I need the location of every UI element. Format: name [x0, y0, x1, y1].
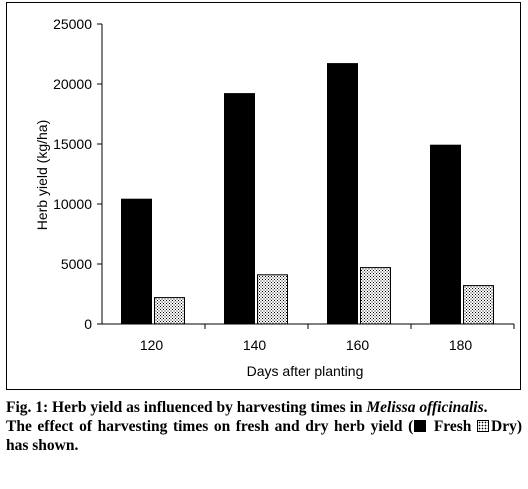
figure-title-period: .: [483, 399, 488, 416]
figure-title: Fig. 1: Herb yield as influenced by harv…: [6, 398, 522, 417]
chart-frame: 0 5000 10000 15000 20000 25000 120 140 160 180 He…: [6, 2, 521, 390]
x-tick-label: 180: [449, 337, 473, 353]
fresh-bar: [224, 93, 255, 325]
bar-chart: 0 5000 10000 15000 20000 25000 120 140 160 180 He…: [34, 16, 515, 379]
fresh-bar: [430, 144, 461, 325]
y-tick-label: 25000: [53, 16, 92, 32]
x-tick-label: 160: [346, 337, 370, 353]
dry-legend-swatch: [477, 420, 490, 432]
fresh-bar: [121, 198, 152, 325]
species-name: Melissa officinalis: [366, 399, 484, 416]
dry-bar: [154, 297, 185, 325]
description-end: ) has shown.: [6, 418, 523, 454]
figure-title-text: Fig. 1: Herb yield as influenced by harv…: [6, 399, 367, 416]
dry-bar: [257, 274, 288, 325]
legend-fresh-label: Fresh: [433, 418, 472, 435]
y-tick-label: 15000: [53, 136, 92, 152]
y-tick-label: 10000: [53, 196, 92, 212]
figure-caption: Fig. 1: Herb yield as influenced by harv…: [6, 398, 522, 455]
x-tick-label: 120: [140, 337, 164, 353]
y-tick-label: 5000: [61, 256, 92, 272]
dry-bar: [463, 285, 494, 325]
dry-bar: [360, 267, 391, 325]
figure-description: The effect of harvesting times on fresh …: [6, 417, 522, 455]
y-axis-title: Herb yield (kg/ha): [34, 120, 50, 231]
x-axis-title: Days after planting: [247, 363, 364, 379]
x-tick-label: 140: [243, 337, 267, 353]
legend-dry-label: Dry: [491, 418, 517, 435]
fresh-legend-swatch: [414, 420, 427, 432]
y-tick-label: 20000: [53, 76, 92, 92]
description-text: The effect of harvesting times on fresh …: [6, 418, 414, 435]
fresh-bar: [327, 63, 358, 325]
y-tick-label: 0: [84, 316, 92, 332]
